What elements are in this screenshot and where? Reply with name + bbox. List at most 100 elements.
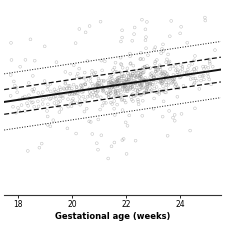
Point — [164, 78, 168, 81]
Point — [89, 92, 93, 96]
Point — [124, 121, 127, 124]
Point — [113, 113, 117, 117]
Point — [114, 90, 117, 93]
Point — [108, 85, 112, 89]
Point — [169, 19, 173, 23]
Point — [91, 95, 94, 99]
Point — [174, 68, 178, 72]
Point — [90, 82, 94, 86]
Point — [152, 74, 155, 77]
Point — [95, 94, 99, 98]
Point — [123, 82, 126, 85]
Point — [130, 78, 133, 82]
Point — [144, 38, 147, 42]
Point — [129, 81, 133, 84]
Point — [33, 59, 36, 63]
Point — [148, 75, 152, 79]
Point — [129, 83, 133, 87]
Point — [141, 86, 144, 90]
Point — [71, 91, 75, 95]
Point — [73, 91, 77, 94]
Point — [138, 82, 141, 86]
Point — [195, 66, 198, 70]
Point — [207, 58, 211, 61]
Point — [136, 98, 140, 101]
Point — [148, 82, 151, 85]
Point — [145, 20, 149, 24]
Point — [79, 87, 83, 91]
Point — [188, 74, 192, 77]
Point — [193, 81, 196, 85]
Point — [153, 47, 156, 51]
Point — [145, 90, 149, 94]
Point — [175, 73, 179, 77]
Point — [100, 79, 104, 83]
Point — [83, 83, 87, 86]
Point — [77, 67, 81, 70]
Point — [107, 93, 111, 97]
Point — [168, 60, 171, 63]
Point — [161, 78, 165, 81]
Point — [176, 86, 180, 89]
Point — [114, 91, 117, 94]
Point — [202, 74, 205, 77]
Point — [97, 79, 101, 82]
Point — [95, 83, 99, 87]
Point — [155, 71, 158, 75]
Point — [161, 84, 165, 88]
Point — [132, 32, 136, 36]
Point — [162, 89, 165, 92]
Point — [111, 82, 115, 85]
Point — [120, 98, 123, 102]
Point — [26, 149, 30, 153]
Point — [80, 87, 83, 91]
Point — [108, 90, 112, 93]
Point — [70, 104, 73, 108]
Point — [204, 65, 207, 68]
Point — [192, 82, 196, 86]
Point — [115, 80, 119, 83]
Point — [62, 86, 65, 90]
Point — [173, 84, 177, 88]
Point — [121, 108, 124, 112]
Point — [32, 90, 35, 93]
Point — [123, 88, 126, 91]
Point — [165, 72, 169, 76]
Point — [31, 100, 35, 104]
Point — [127, 79, 130, 83]
Point — [43, 45, 47, 48]
Point — [107, 83, 111, 87]
Point — [176, 70, 179, 74]
Point — [125, 85, 128, 89]
Point — [61, 94, 65, 98]
Point — [23, 109, 27, 113]
Point — [130, 39, 134, 43]
Point — [112, 82, 116, 86]
Point — [100, 59, 103, 62]
Point — [70, 99, 74, 102]
Point — [136, 89, 139, 92]
Point — [45, 109, 49, 113]
Point — [123, 80, 127, 83]
Point — [170, 81, 173, 85]
Point — [118, 89, 122, 92]
Point — [113, 85, 117, 88]
Point — [139, 57, 143, 61]
Point — [126, 84, 130, 87]
Point — [139, 93, 143, 97]
Point — [160, 81, 164, 85]
Point — [18, 65, 22, 69]
Point — [31, 74, 35, 78]
Point — [142, 71, 145, 74]
Point — [134, 82, 137, 85]
Point — [86, 95, 90, 99]
Point — [156, 68, 160, 72]
Point — [138, 73, 142, 77]
Point — [155, 75, 158, 79]
Point — [171, 116, 175, 119]
Point — [68, 72, 72, 76]
Point — [122, 94, 126, 97]
Point — [122, 83, 126, 87]
Point — [138, 68, 141, 72]
Point — [68, 93, 71, 96]
